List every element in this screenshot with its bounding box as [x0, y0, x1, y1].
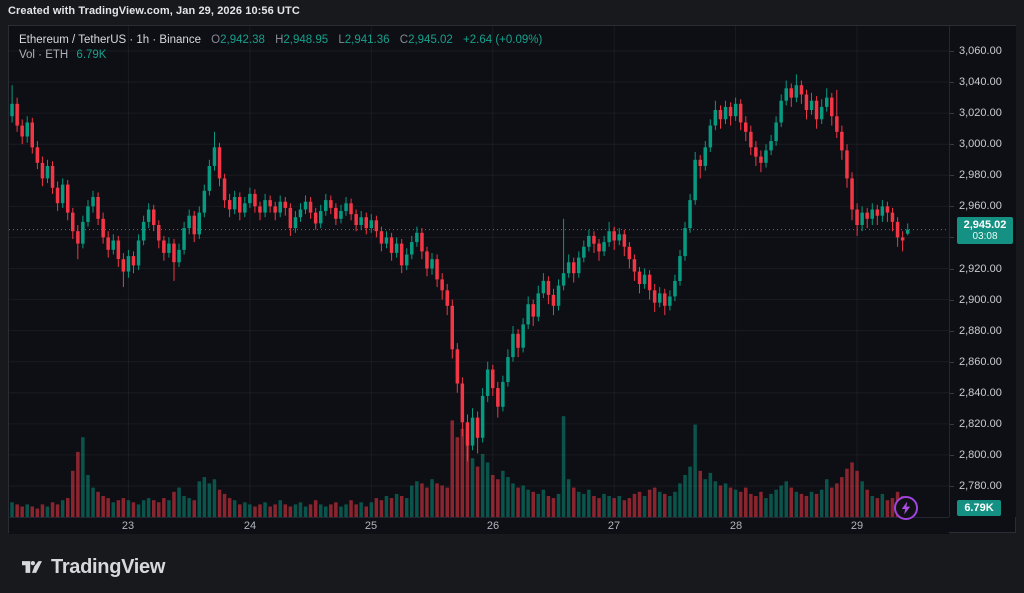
time-tick-label[interactable]: 27 [607, 520, 621, 532]
price-tick-label: 2,780.00 [959, 480, 1002, 492]
price-tick-label: 2,840.00 [959, 387, 1002, 399]
close-value: 2,945.02 [408, 34, 453, 46]
time-axis[interactable]: 23 24 25 26 27 28 29 [9, 517, 949, 534]
price-tick-label: 2,800.00 [959, 449, 1002, 461]
open-value: 2,942.38 [220, 34, 265, 46]
price-tick-mark [950, 486, 954, 487]
price-tick-mark [950, 300, 954, 301]
time-tick-label[interactable]: 23 [121, 520, 135, 532]
price-tick-label: 2,960.00 [959, 200, 1002, 212]
close-label: C [399, 34, 409, 46]
price-tick-label: 2,920.00 [959, 263, 1002, 275]
low-value: 2,941.36 [344, 34, 390, 46]
price-tick-mark [950, 362, 954, 363]
tradingview-logo-icon [22, 561, 42, 573]
price-tick-label: 2,900.00 [959, 294, 1002, 306]
open-label: O [211, 34, 221, 46]
time-tick-label[interactable]: 28 [729, 520, 743, 532]
price-tick-label: 3,040.00 [959, 76, 1002, 88]
price-tick-mark [950, 51, 954, 52]
price-tick-mark [950, 331, 954, 332]
change-value: +2.64 (+0.09%) [463, 34, 543, 46]
time-tick-label[interactable]: 24 [243, 520, 257, 532]
price-tick-mark [950, 82, 954, 83]
last-price-value: 2,945.02 [963, 219, 1007, 231]
chart-panel: Ethereum / TetherUS · 1h · Binance O2,94… [8, 25, 1016, 534]
attribution-text: Created with TradingView.com, Jan 29, 20… [8, 5, 300, 17]
price-tick-mark [950, 269, 954, 270]
volume-layer [10, 416, 910, 517]
price-tick-mark [950, 455, 954, 456]
price-chart-canvas[interactable] [9, 26, 949, 517]
price-axis[interactable]: 2,945.02 03:08 6.79K 3,060.00 3,040.00 3,0… [949, 26, 1016, 517]
time-tick-label[interactable]: 26 [486, 520, 500, 532]
price-tick-mark [950, 175, 954, 176]
footer-brand-bar[interactable]: TradingView [22, 551, 165, 583]
price-tick-mark [950, 113, 954, 114]
price-tick-mark [950, 206, 954, 207]
flash-button[interactable] [894, 496, 918, 520]
price-tick-mark [950, 424, 954, 425]
time-tick-label[interactable]: 29 [850, 520, 864, 532]
last-price-badge: 2,945.02 03:08 [957, 217, 1013, 244]
volume-label[interactable]: Vol · ETH [19, 49, 69, 61]
bar-countdown: 03:08 [972, 231, 998, 242]
price-tick-label: 3,000.00 [959, 138, 1002, 150]
price-tick-mark [950, 393, 954, 394]
high-label: H [275, 34, 284, 46]
volume-value: 6.79K [76, 49, 107, 61]
lightning-icon [901, 501, 911, 515]
price-tick-label: 3,060.00 [959, 45, 1002, 57]
price-tick-label: 2,880.00 [959, 325, 1002, 337]
high-value: 2,948.95 [283, 34, 329, 46]
price-tick-label: 2,820.00 [959, 418, 1002, 430]
time-tick-label[interactable]: 25 [364, 520, 378, 532]
chart-legend[interactable]: Ethereum / TetherUS · 1h · Binance O2,94… [19, 33, 542, 63]
price-tick-mark [950, 237, 954, 238]
price-tick-label: 2,980.00 [959, 169, 1002, 181]
price-tick-label: 2,860.00 [959, 356, 1002, 368]
price-tick-label: 3,020.00 [959, 107, 1002, 119]
brand-name: TradingView [51, 555, 166, 578]
legend-volume-row: Vol · ETH 6.79K [19, 48, 542, 63]
low-label: L [338, 34, 345, 46]
candles-layer [10, 74, 910, 462]
legend-symbol-row: Ethereum / TetherUS · 1h · Binance O2,94… [19, 33, 542, 48]
symbol-title[interactable]: Ethereum / TetherUS · 1h · Binance [19, 34, 201, 46]
volume-badge: 6.79K [957, 500, 1001, 516]
price-tick-mark [950, 144, 954, 145]
